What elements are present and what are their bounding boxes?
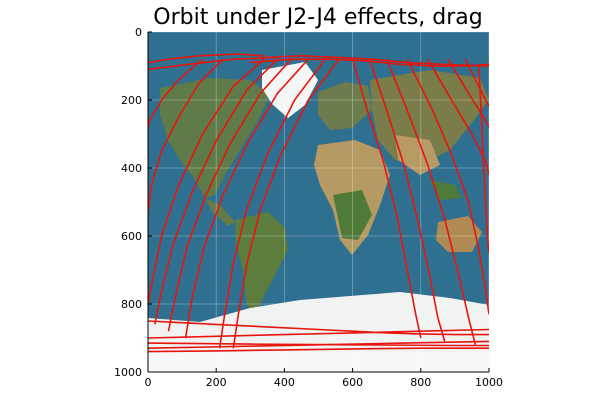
orbit-track-line bbox=[426, 58, 489, 175]
orbit-track-line bbox=[148, 56, 278, 71]
orbit-track-line bbox=[351, 58, 422, 339]
orbit-track-line bbox=[447, 58, 489, 128]
y-tick-label: 0 bbox=[135, 26, 142, 39]
orbit-track-line bbox=[148, 58, 224, 213]
orbit-track-line bbox=[148, 342, 489, 347]
orbit-track-line bbox=[148, 58, 204, 128]
x-tick-label: 400 bbox=[274, 376, 295, 389]
orbit-track-line bbox=[148, 347, 489, 353]
orbit-track-line bbox=[263, 54, 489, 67]
orbit-track-line bbox=[148, 58, 265, 305]
y-tick-label: 200 bbox=[121, 94, 142, 107]
orbit-track-line bbox=[154, 58, 279, 325]
y-tick-label: 600 bbox=[121, 230, 142, 243]
plot-area bbox=[147, 32, 489, 373]
orbit-track-line bbox=[385, 58, 477, 345]
orbit-track-line bbox=[368, 58, 446, 342]
orbit-track-line bbox=[148, 53, 264, 64]
y-axis-ticks: 0 200 400 600 800 1000 bbox=[114, 26, 152, 379]
orbit-track-line bbox=[218, 58, 326, 349]
y-tick-label: 800 bbox=[121, 298, 142, 311]
orbit-track-line bbox=[167, 58, 292, 332]
orbit-track-line bbox=[406, 58, 489, 315]
y-tick-label: 1000 bbox=[114, 366, 142, 379]
y-tick-label: 400 bbox=[121, 162, 142, 175]
x-axis-ticks: 0 200 400 600 800 1000 bbox=[145, 368, 503, 389]
orbit-track-line bbox=[250, 58, 489, 67]
orbit-track-line bbox=[184, 58, 309, 339]
orbit-track-line bbox=[148, 328, 489, 339]
chart-title: Orbit under J2-J4 effects, drag bbox=[153, 5, 482, 30]
orbit-track-line bbox=[148, 320, 489, 336]
orbit-track-line bbox=[464, 58, 489, 108]
orbit-track-line bbox=[478, 65, 489, 254]
x-tick-label: 600 bbox=[342, 376, 363, 389]
x-tick-label: 1000 bbox=[475, 376, 503, 389]
x-tick-label: 200 bbox=[206, 376, 227, 389]
orbit-track-line bbox=[232, 58, 340, 349]
series-layer bbox=[148, 53, 489, 353]
x-tick-label: 0 bbox=[145, 376, 152, 389]
grid bbox=[148, 32, 489, 372]
x-tick-label: 800 bbox=[410, 376, 431, 389]
